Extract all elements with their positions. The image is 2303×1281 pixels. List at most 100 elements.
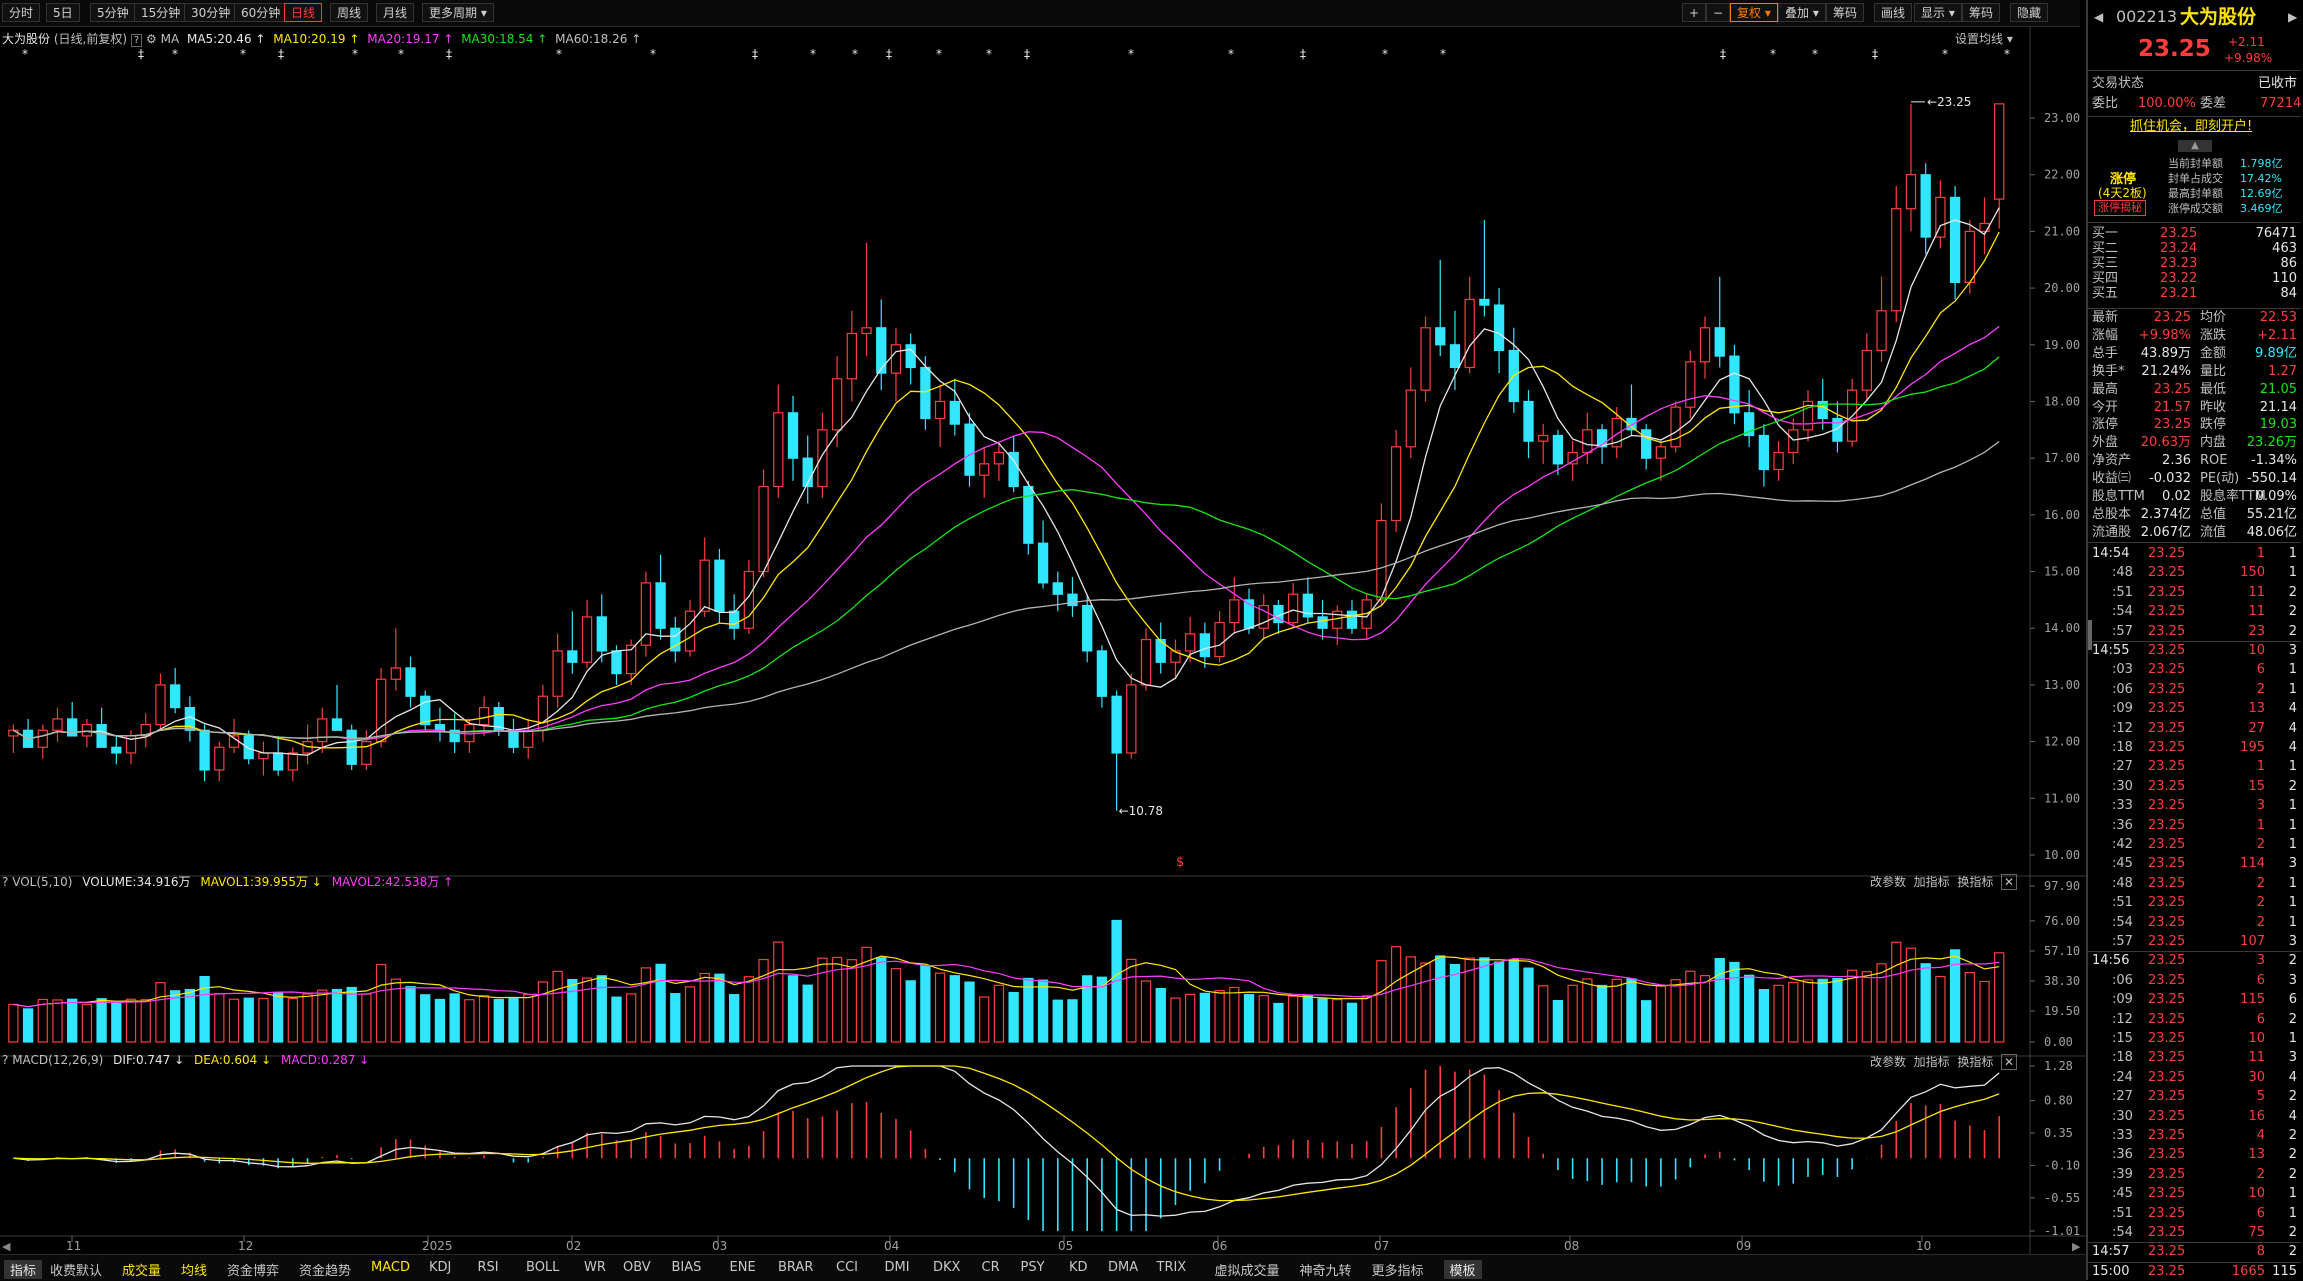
- indicator-tab-17[interactable]: DKX: [933, 1260, 961, 1275]
- indicator-tab-5[interactable]: 资金趋势: [299, 1264, 352, 1279]
- toolbar-button-2[interactable]: 复权 ▾: [1730, 3, 1778, 22]
- period-tab-1[interactable]: 5日: [46, 3, 80, 22]
- indicator-tab-18[interactable]: CR: [981, 1260, 1000, 1275]
- indicator-tab-23[interactable]: 虚拟成交量: [1214, 1264, 1280, 1279]
- vol-tick-label: 76.00: [2044, 914, 2080, 928]
- tick-row: :48 23.25 2 1: [2112, 875, 2297, 891]
- vol-switch-indicator-button[interactable]: 换指标: [1957, 875, 1994, 889]
- panel-splitter[interactable]: [2088, 620, 2092, 650]
- toolbar-button-5[interactable]: 画线: [1874, 3, 1913, 22]
- macd-switch-indicator-button[interactable]: 换指标: [1957, 1055, 1994, 1069]
- volume-bar: [1891, 941, 1902, 1043]
- help-icon[interactable]: ?: [130, 34, 143, 47]
- indicator-tab-12[interactable]: BIAS: [671, 1260, 702, 1275]
- tick-row: :12 23.25 6 2: [2112, 1011, 2297, 1027]
- volume-bar: [1317, 998, 1328, 1043]
- indicator-tab-16[interactable]: DMI: [884, 1260, 910, 1275]
- period-tab-4[interactable]: 30分钟: [184, 3, 238, 22]
- period-tab-3[interactable]: 15分钟: [134, 3, 188, 22]
- macd-tick-label: 0.35: [2044, 1126, 2073, 1140]
- macd-add-indicator-button[interactable]: 加指标: [1913, 1055, 1950, 1069]
- toolbar-button-8[interactable]: 隐藏: [2010, 3, 2049, 22]
- scroll-right-icon[interactable]: ▶: [2072, 1240, 2081, 1253]
- indicator-tab-6[interactable]: MACD: [371, 1260, 410, 1275]
- collapse-icon[interactable]: ▲: [2178, 140, 2212, 152]
- toolbar-button-0[interactable]: +: [1682, 3, 1707, 22]
- macd-tick-label: -1.01: [2044, 1224, 2080, 1238]
- volume-bar: [1052, 999, 1063, 1043]
- indicator-tab-0[interactable]: 指标: [4, 1260, 43, 1279]
- candle-body: [846, 332, 857, 380]
- date-label: 12: [238, 1239, 253, 1253]
- indicator-tab-26[interactable]: 模板: [1443, 1260, 1482, 1279]
- tick-row: :45 23.25 10 1: [2112, 1186, 2297, 1202]
- event-marker: *: [240, 47, 246, 61]
- volume-bar: [831, 956, 843, 1043]
- bid-row[interactable]: 买四 23.22 110: [2092, 271, 2297, 286]
- scroll-left-icon[interactable]: ◀: [2, 1240, 11, 1253]
- indicator-tab-10[interactable]: WR: [584, 1260, 606, 1275]
- help-icon[interactable]: ?: [2, 875, 9, 889]
- indicator-tab-9[interactable]: BOLL: [526, 1260, 560, 1275]
- prev-stock-icon[interactable]: ◀: [2094, 10, 2104, 24]
- toolbar-button-3[interactable]: 叠加 ▾: [1778, 3, 1826, 22]
- bid-row[interactable]: 买三 23.23 86: [2092, 256, 2297, 271]
- indicator-tab-1[interactable]: 收费默认: [50, 1264, 103, 1279]
- macd-change-param-button[interactable]: 改参数: [1870, 1055, 1907, 1069]
- next-stock-icon[interactable]: ▶: [2288, 10, 2298, 24]
- event-marker: *: [852, 47, 858, 61]
- bid-row[interactable]: 买五 23.21 84: [2092, 286, 2297, 301]
- period-tab-8[interactable]: 月线: [376, 3, 415, 22]
- indicator-tab-13[interactable]: ENE: [729, 1260, 756, 1275]
- close-icon[interactable]: ✕: [2000, 1054, 2018, 1070]
- price-tick-label: 19.00: [2044, 338, 2080, 352]
- kline-chart[interactable]: 23.00 22.00 21.00 20.00 19.00 18.00 17.00 16.00…: [0, 26, 2086, 1254]
- indicator-tab-3[interactable]: 均线: [181, 1264, 208, 1279]
- ma-settings-link[interactable]: 设置均线 ▾: [1955, 32, 2013, 46]
- indicator-tab-14[interactable]: BRAR: [778, 1260, 814, 1275]
- tick-row: 15:00 23.25 1665 115: [2092, 1263, 2297, 1279]
- indicator-tab-20[interactable]: KD: [1069, 1260, 1088, 1275]
- vol-add-indicator-button[interactable]: 加指标: [1913, 875, 1950, 889]
- indicator-tab-2[interactable]: 成交量: [122, 1264, 162, 1279]
- candle-body: [258, 752, 269, 760]
- bid-row[interactable]: 买一 23.25 76471: [2092, 226, 2297, 241]
- candle-body: [199, 729, 210, 771]
- indicator-tab-8[interactable]: RSI: [477, 1260, 499, 1275]
- indicator-tab-11[interactable]: OBV: [623, 1260, 651, 1275]
- period-tab-6[interactable]: 日线: [284, 3, 323, 22]
- indicator-tab-15[interactable]: CCI: [836, 1260, 858, 1275]
- candle-body: [1464, 298, 1475, 369]
- toolbar-button-1[interactable]: −: [1706, 3, 1731, 22]
- volume-bar: [1273, 1002, 1284, 1043]
- period-tab-9[interactable]: 更多周期 ▾: [422, 3, 494, 22]
- ma10-value: MA10:20.19: [273, 32, 346, 46]
- indicator-tab-19[interactable]: PSY: [1020, 1260, 1045, 1275]
- toolbar-button-4[interactable]: 筹码: [1826, 3, 1865, 22]
- indicator-tab-22[interactable]: TRIX: [1156, 1260, 1187, 1275]
- toolbar-button-7[interactable]: 筹码: [1962, 3, 2001, 22]
- indicator-tab-21[interactable]: DMA: [1108, 1260, 1139, 1275]
- indicator-tab-7[interactable]: KDJ: [429, 1260, 452, 1275]
- candle-body: [243, 735, 254, 760]
- indicator-tab-24[interactable]: 神奇九转: [1299, 1264, 1352, 1279]
- gear-icon[interactable]: ⚙: [146, 32, 157, 46]
- promo-link[interactable]: 抓住机会，即刻开户!: [2130, 119, 2253, 134]
- close-icon[interactable]: ✕: [2000, 874, 2018, 890]
- indicator-tab-4[interactable]: 资金博弈: [227, 1264, 280, 1279]
- vol-change-param-button[interactable]: 改参数: [1870, 875, 1907, 889]
- period-tab-2[interactable]: 5分钟: [90, 3, 136, 22]
- bid-row[interactable]: 买二 23.24 463: [2092, 241, 2297, 256]
- toolbar-button-6[interactable]: 显示 ▾: [1914, 3, 1962, 22]
- candle-body: [1449, 344, 1461, 369]
- limit-stat-value: 12.69亿: [2240, 187, 2283, 200]
- period-tab-5[interactable]: 60分钟: [234, 3, 288, 22]
- help-icon[interactable]: ?: [2, 1053, 9, 1067]
- limit-reveal-button[interactable]: 涨停揭秘: [2094, 200, 2146, 216]
- indicator-tab-25[interactable]: 更多指标: [1371, 1264, 1424, 1279]
- volume-bar: [1641, 1000, 1652, 1043]
- volume-bar: [1096, 976, 1108, 1043]
- period-tab-0[interactable]: 分时: [2, 3, 41, 22]
- period-tab-7[interactable]: 周线: [330, 3, 369, 22]
- volume-bar: [1067, 999, 1078, 1043]
